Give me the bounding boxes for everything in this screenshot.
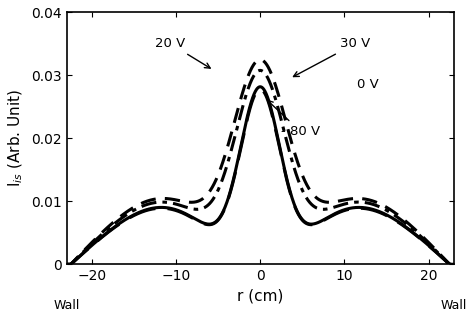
Text: Wall: Wall xyxy=(441,299,467,312)
Text: Wall: Wall xyxy=(53,299,80,312)
Text: - 80 V: - 80 V xyxy=(267,100,320,138)
Text: 0 V: 0 V xyxy=(357,78,379,91)
Text: 20 V: 20 V xyxy=(155,37,210,68)
Y-axis label: I$_{is}$ (Arb. Unit): I$_{is}$ (Arb. Unit) xyxy=(7,89,25,188)
Text: 30 V: 30 V xyxy=(293,37,371,77)
X-axis label: r (cm): r (cm) xyxy=(237,289,283,304)
